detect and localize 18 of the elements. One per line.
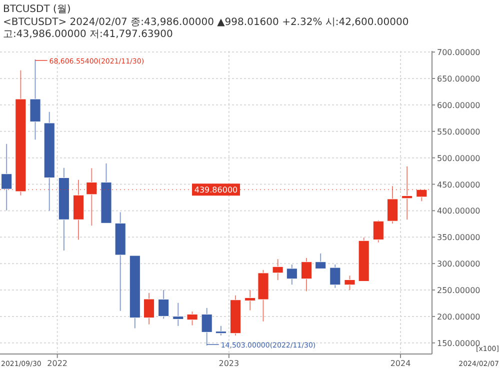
y-tick-label: 400.00000 bbox=[437, 206, 480, 216]
y-tick-label: 700.00000 bbox=[437, 48, 480, 58]
y-tick-label: 500.00000 bbox=[437, 154, 480, 163]
title: BTCUSDT (월) bbox=[3, 4, 71, 15]
y-tick-label: 300.00000 bbox=[437, 260, 480, 269]
y-tick-label: 150.00000 bbox=[437, 338, 480, 348]
y-tick-label: 450.00000 bbox=[437, 180, 480, 190]
x-tick-label: 2024 bbox=[390, 359, 411, 368]
x-tick-label: 2022 bbox=[47, 359, 68, 368]
ref-line-label: 439.86000 bbox=[194, 186, 238, 195]
subtitle: <BTCUSDT> 2024/02/07 종:43,986.00000 ▲998.01600 +2.32% 시:42,600.00000 고:43,986.00000 저:41,797.63900 bbox=[3, 17, 409, 40]
y-tick-label: 600.00000 bbox=[437, 100, 480, 110]
y-tick-label: 650.00000 bbox=[437, 74, 480, 84]
y-tick-label: 200.00000 bbox=[437, 312, 480, 322]
x-tick-label: 2023 bbox=[218, 359, 240, 368]
y-tick-label: 550.00000 bbox=[437, 127, 480, 136]
y-tick-label: 250.00000 bbox=[437, 286, 480, 296]
y-tick-label: 350.00000 bbox=[437, 233, 480, 242]
